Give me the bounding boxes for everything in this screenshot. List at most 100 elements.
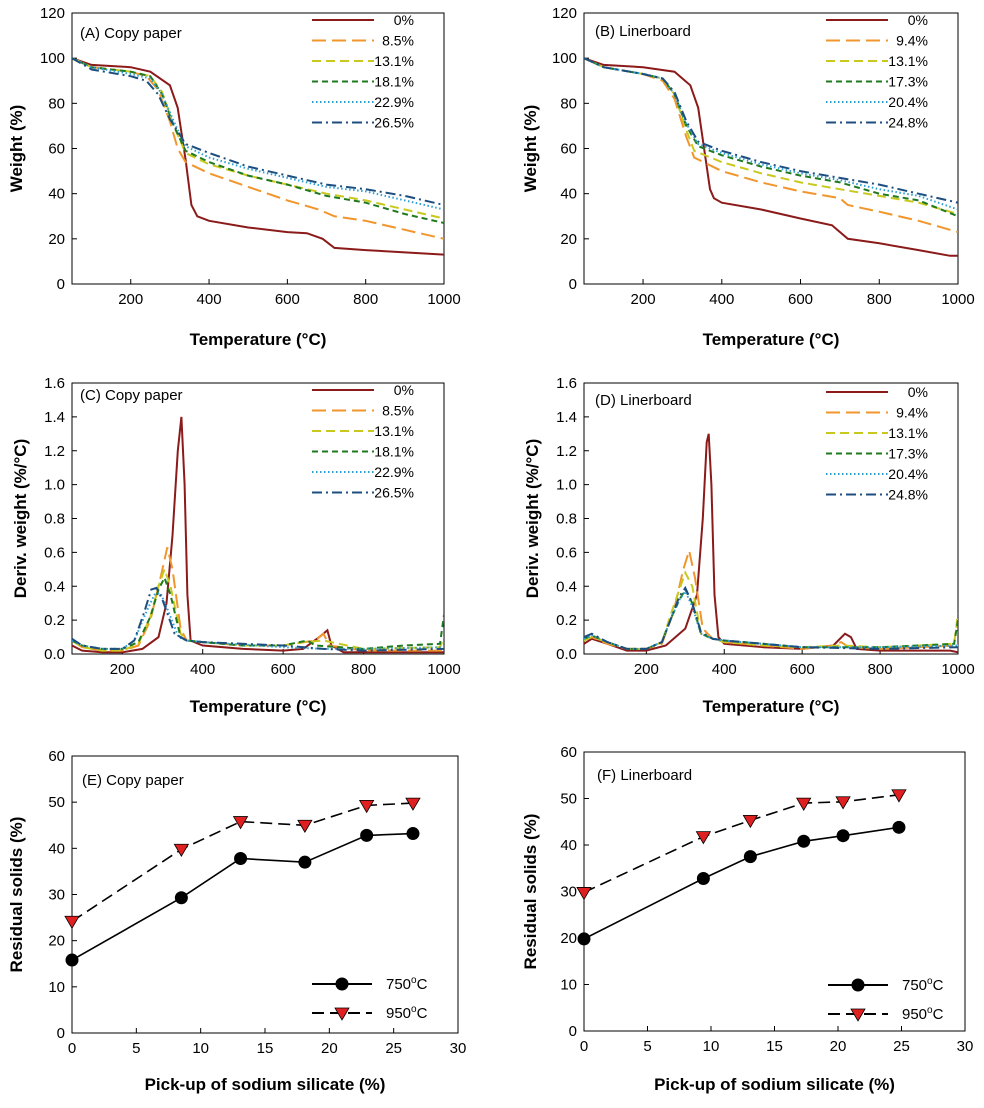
y-axis-title: Residual solids (%)	[7, 817, 26, 973]
data-point-triangle	[835, 796, 851, 810]
chart-panel-d: 0.0 0.2 0.4 0.6 0.8 1.0 1.2 1.4 1.6 200 400 600 800 1…	[523, 375, 975, 716]
legend-sup: o	[411, 1004, 417, 1015]
legend-unit: C	[417, 1005, 428, 1022]
series-line-8-5pct	[72, 547, 444, 652]
x-axis-title: Temperature (°C)	[703, 697, 840, 716]
x-tick-label: 25	[893, 1038, 910, 1055]
legend-label: 0%	[394, 382, 414, 398]
legend-marker-triangle	[334, 1007, 350, 1021]
legend-label: 950oC	[902, 1005, 944, 1023]
y-axis-title: Deriv. weight (%/°C)	[11, 439, 30, 599]
data-point-circle	[836, 829, 850, 843]
x-tick-label: 600	[275, 291, 300, 308]
legend-label: 8.5%	[382, 33, 414, 49]
legend-label: 22.9%	[374, 464, 414, 480]
legend-label: 9.4%	[896, 33, 928, 49]
y-tick-label: 120	[552, 5, 577, 22]
y-tick-label: 50	[48, 794, 65, 811]
legend-label: 18.1%	[374, 74, 414, 90]
y-tick-label: 30	[48, 887, 65, 904]
y-tick-label: 20	[48, 933, 65, 950]
legend-label: 13.1%	[888, 425, 928, 441]
series-line-24-8pct	[584, 57, 958, 204]
x-tick-label: 1000	[427, 661, 460, 678]
legend-label: 13.1%	[374, 423, 414, 439]
data-point-triangle	[576, 887, 592, 901]
y-tick-label: 1.6	[44, 375, 65, 392]
x-axis-title: Temperature (°C)	[190, 697, 327, 716]
data-point-circle	[696, 871, 710, 885]
x-tick-label: 10	[703, 1038, 720, 1055]
data-point-circle	[234, 851, 248, 865]
x-tick-label: 800	[867, 291, 892, 308]
series-line-9-4pct	[584, 546, 958, 650]
series-line-13-1pct	[72, 566, 444, 652]
y-tick-label: 0	[569, 1023, 577, 1040]
series-line-0pct	[584, 433, 958, 654]
y-tick-label: 20	[560, 231, 577, 248]
y-axis-title: Deriv. weight (%/°C)	[523, 439, 542, 599]
panel-label: (A) Copy paper	[80, 25, 182, 42]
y-tick-label: 0.6	[556, 544, 577, 561]
x-tick-label: 0	[68, 1040, 76, 1057]
x-axis-title: Pick-up of sodium silicate (%)	[654, 1075, 895, 1094]
y-tick-label: 60	[560, 744, 577, 761]
y-tick-label: 100	[552, 50, 577, 67]
series-group	[584, 433, 958, 654]
y-tick-label: 40	[48, 186, 65, 203]
y-tick-label: 1.2	[556, 443, 577, 460]
legend-label: 0%	[908, 12, 928, 28]
x-tick-label: 30	[957, 1038, 974, 1055]
data-point-triangle	[405, 797, 421, 811]
x-tick-label: 200	[110, 661, 135, 678]
x-tick-label: 400	[190, 661, 215, 678]
y-tick-label: 1.6	[556, 375, 577, 392]
panel-label: (C) Copy paper	[80, 387, 183, 404]
legend-sup: o	[927, 976, 933, 987]
data-point-circle	[892, 820, 906, 834]
y-tick-label: 0	[57, 1025, 65, 1042]
panel-label: (D) Linerboard	[595, 392, 692, 409]
x-tick-label: 800	[353, 291, 378, 308]
y-tick-label: 0.4	[556, 578, 577, 595]
y-tick-label: 10	[560, 977, 577, 994]
legend-label: 24.8%	[888, 487, 928, 503]
legend-label: 9.4%	[896, 405, 928, 421]
series-line-0pct	[584, 57, 958, 257]
series-line-24-8pct	[584, 585, 958, 650]
series-line-950	[584, 794, 900, 894]
y-tick-label: 0	[57, 276, 65, 293]
data-point-triangle	[796, 797, 812, 811]
legend-label: 0%	[908, 384, 928, 400]
x-tick-label: 1000	[941, 661, 974, 678]
y-tick-label: 20	[560, 930, 577, 947]
series-line-26-5pct	[72, 586, 444, 652]
data-point-triangle	[297, 819, 313, 834]
chart-panel-c: 0.0 0.2 0.4 0.6 0.8 1.0 1.2 1.4 1.6 200 400 600 800 1…	[11, 375, 461, 716]
x-tick-label: 0	[580, 1038, 588, 1055]
y-tick-label: 100	[40, 50, 65, 67]
series-line-750	[584, 826, 900, 940]
x-tick-label: 600	[790, 661, 815, 678]
legend-label: 26.5%	[374, 115, 414, 131]
data-point-triangle	[891, 789, 907, 803]
x-tick-label: 20	[321, 1040, 338, 1057]
series-line-13-1pct	[584, 570, 958, 650]
x-axis-title: Temperature (°C)	[190, 330, 327, 349]
series-line-26-5pct	[72, 57, 444, 206]
x-tick-label: 1000	[941, 291, 974, 308]
y-tick-label: 0	[569, 276, 577, 293]
x-tick-label: 200	[631, 291, 656, 308]
x-tick-label: 400	[712, 661, 737, 678]
x-tick-label: 200	[634, 661, 659, 678]
legend-unit: C	[417, 976, 428, 993]
x-tick-label: 400	[197, 291, 222, 308]
x-tick-label: 200	[118, 291, 143, 308]
legend-label: 20.4%	[888, 466, 928, 482]
panel-label: (B) Linerboard	[595, 23, 691, 40]
y-tick-label: 10	[48, 979, 65, 996]
y-tick-label: 120	[40, 5, 65, 22]
series-line-8-5pct	[72, 57, 444, 240]
legend-label: 8.5%	[382, 403, 414, 419]
